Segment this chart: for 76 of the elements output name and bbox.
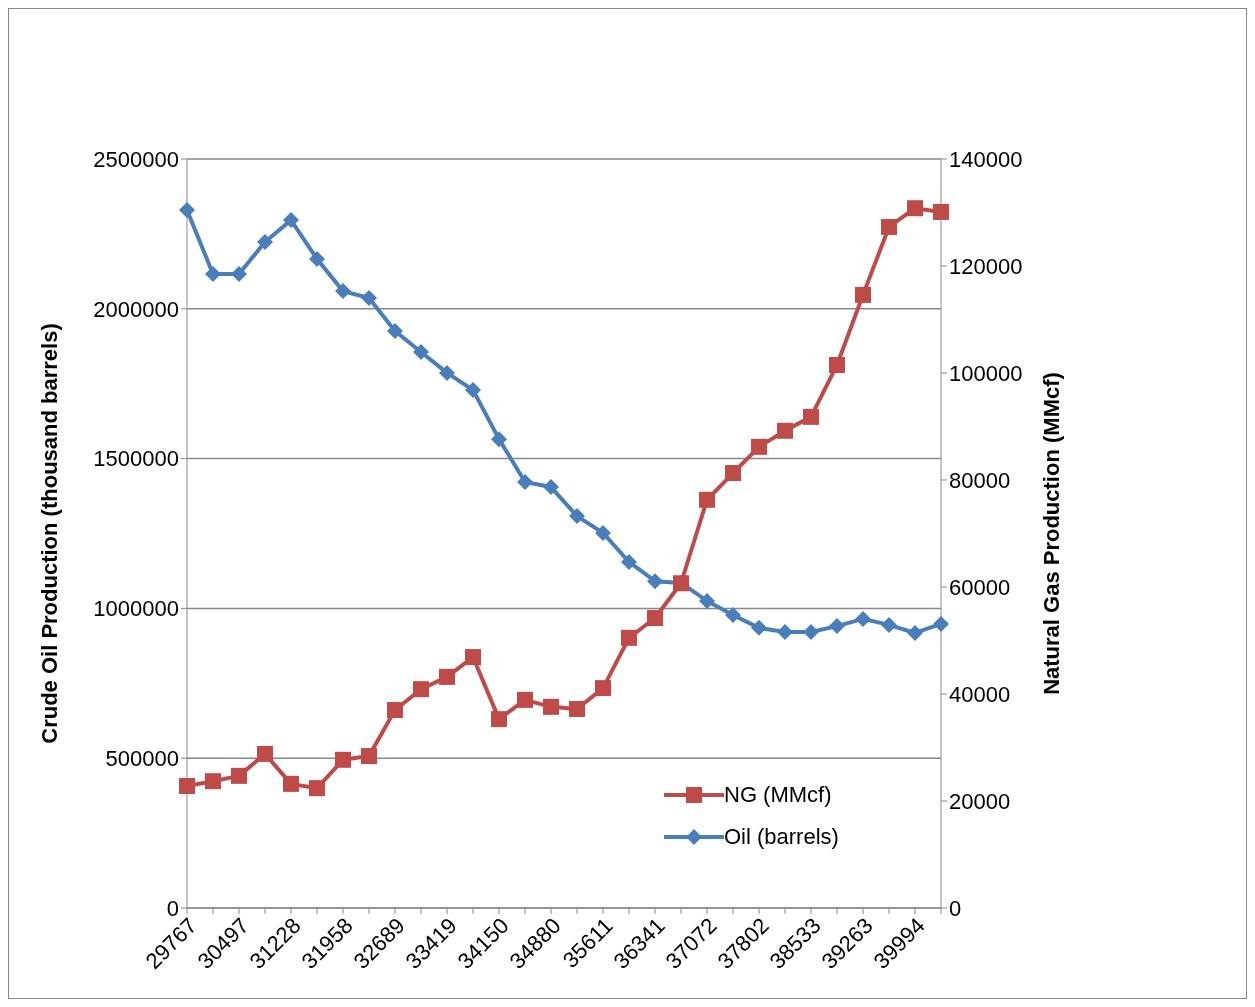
y2-tick-label: 120000 bbox=[949, 253, 1023, 279]
point bbox=[933, 615, 949, 632]
point bbox=[387, 322, 403, 339]
point bbox=[465, 649, 481, 666]
y2-tick-label: 100000 bbox=[949, 360, 1023, 386]
point bbox=[933, 203, 949, 220]
point bbox=[361, 290, 377, 307]
point bbox=[283, 212, 299, 229]
point bbox=[179, 201, 195, 218]
point bbox=[205, 266, 221, 283]
point bbox=[569, 700, 585, 717]
y2-tick-label: 80000 bbox=[949, 467, 1011, 493]
point bbox=[309, 780, 325, 797]
point bbox=[257, 745, 273, 762]
point bbox=[491, 711, 507, 728]
y2-axis-title: Natural Gas Production (MMcf) bbox=[1038, 372, 1064, 695]
point bbox=[777, 624, 793, 641]
point bbox=[751, 438, 767, 455]
point bbox=[751, 619, 767, 636]
point bbox=[517, 473, 533, 490]
point bbox=[491, 431, 507, 448]
point bbox=[829, 356, 845, 373]
point bbox=[907, 200, 923, 217]
point bbox=[621, 553, 637, 570]
point bbox=[777, 422, 793, 439]
y-tick-label: 500000 bbox=[105, 746, 179, 772]
point bbox=[647, 610, 663, 627]
point bbox=[335, 283, 351, 300]
y-tick-label: 2000000 bbox=[93, 296, 179, 322]
y2-tick-label: 20000 bbox=[949, 788, 1011, 814]
point bbox=[595, 680, 611, 697]
point bbox=[283, 775, 299, 792]
point bbox=[543, 698, 559, 715]
y-tick-label: 1000000 bbox=[93, 596, 179, 622]
point bbox=[335, 751, 351, 768]
y-tick-label: 1500000 bbox=[93, 446, 179, 472]
point bbox=[517, 691, 533, 708]
point bbox=[387, 702, 403, 719]
point bbox=[803, 624, 819, 641]
point bbox=[543, 479, 559, 496]
legend-label: NG (MMcf) bbox=[724, 782, 832, 808]
y-axis-title: Crude Oil Production (thousand barrels) bbox=[36, 323, 62, 744]
point bbox=[907, 624, 923, 641]
y2-tick-label: 0 bbox=[949, 895, 962, 921]
point bbox=[257, 233, 273, 250]
point bbox=[413, 681, 429, 698]
point bbox=[595, 524, 611, 541]
point bbox=[439, 364, 455, 381]
point bbox=[361, 748, 377, 765]
point bbox=[855, 286, 871, 303]
y-tick-label: 2500000 bbox=[93, 146, 179, 172]
point bbox=[699, 491, 715, 508]
point bbox=[413, 343, 429, 360]
point bbox=[569, 508, 585, 525]
point bbox=[855, 610, 871, 627]
point bbox=[179, 778, 195, 795]
point bbox=[881, 218, 897, 235]
point bbox=[881, 616, 897, 633]
legend-label: Oil (barrels) bbox=[724, 824, 839, 850]
point bbox=[829, 618, 845, 635]
point bbox=[725, 465, 741, 482]
y2-tick-label: 60000 bbox=[949, 574, 1011, 600]
point bbox=[699, 592, 715, 609]
point bbox=[803, 408, 819, 425]
point bbox=[465, 381, 481, 398]
point bbox=[439, 668, 455, 685]
y-tick-label: 0 bbox=[166, 895, 179, 921]
point bbox=[621, 629, 637, 646]
point bbox=[231, 767, 247, 784]
point bbox=[647, 573, 663, 590]
y2-tick-label: 140000 bbox=[949, 146, 1023, 172]
point bbox=[231, 266, 247, 283]
point bbox=[725, 606, 741, 623]
point bbox=[205, 773, 221, 790]
y2-tick-label: 40000 bbox=[949, 681, 1011, 707]
point bbox=[309, 251, 325, 268]
